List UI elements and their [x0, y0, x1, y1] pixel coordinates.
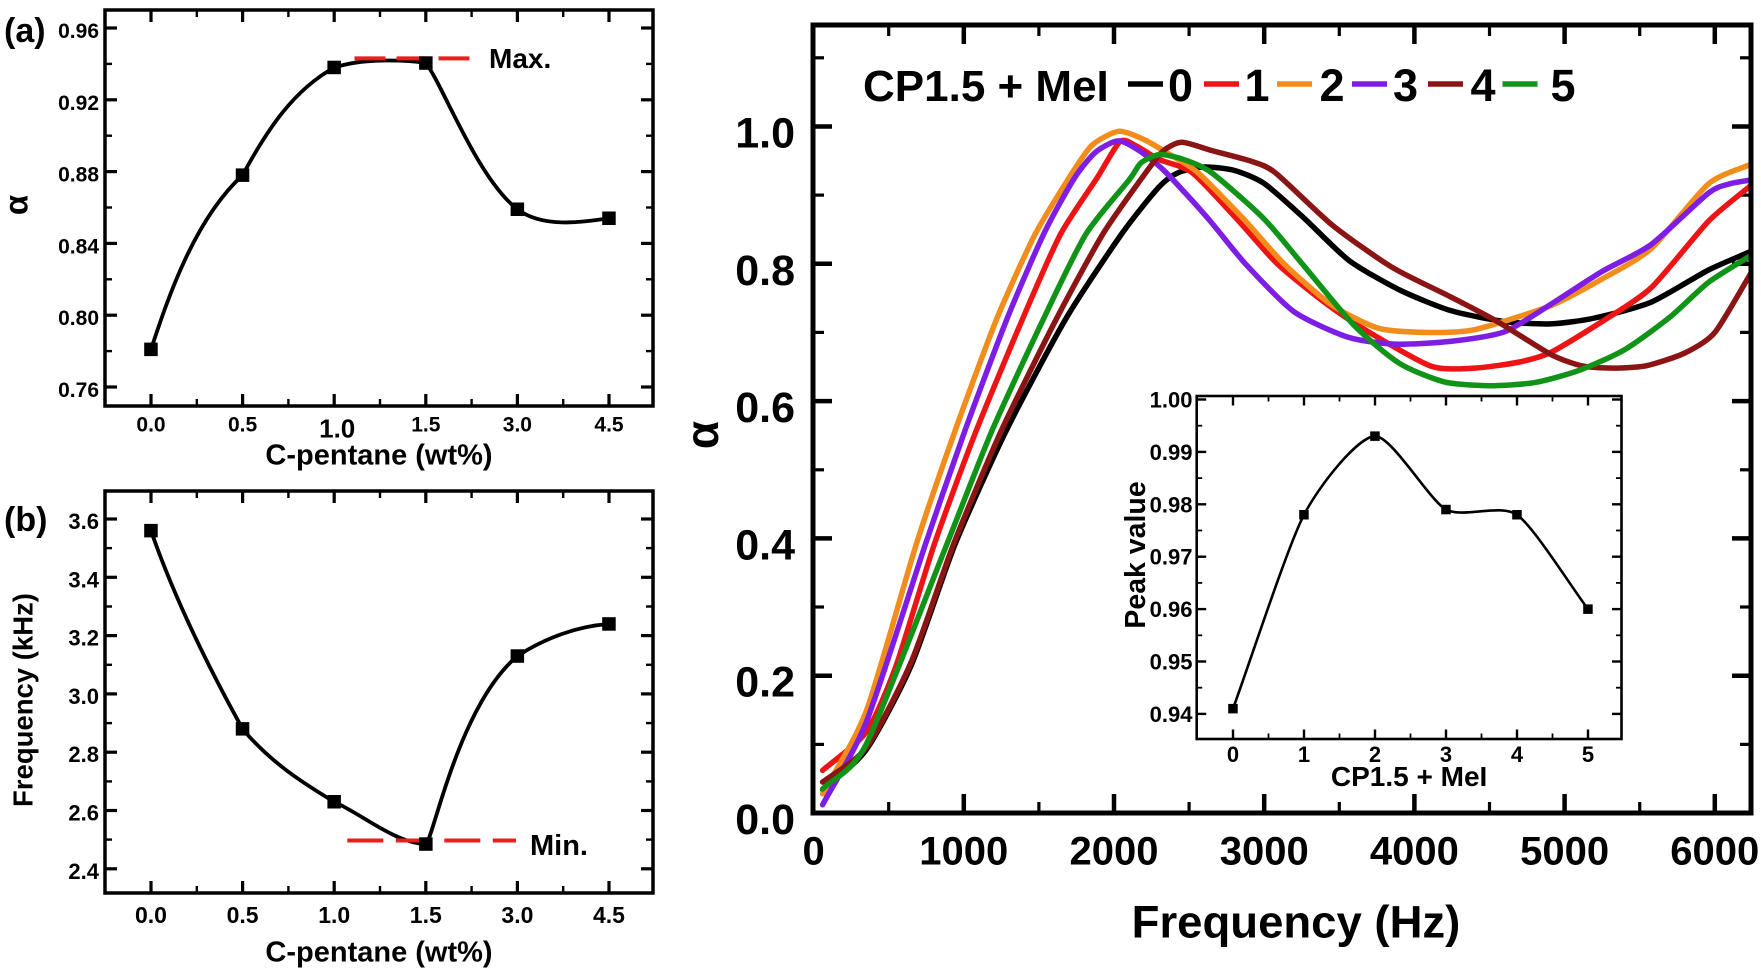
svg-text:0: 0	[1168, 60, 1193, 111]
svg-text:3: 3	[1440, 742, 1452, 767]
svg-text:2.6: 2.6	[68, 801, 99, 826]
svg-text:3.0: 3.0	[68, 684, 99, 709]
svg-text:4.5: 4.5	[594, 414, 624, 437]
svg-text:1000: 1000	[919, 830, 1008, 874]
svg-text:0.96: 0.96	[1150, 597, 1193, 622]
svg-text:1.5: 1.5	[411, 414, 441, 437]
svg-text:Frequency (Hz): Frequency (Hz)	[1132, 897, 1461, 948]
svg-text:0.84: 0.84	[58, 235, 99, 258]
svg-text:Frequency (kHz): Frequency (kHz)	[8, 593, 39, 807]
svg-text:5: 5	[1550, 60, 1575, 111]
svg-text:CP1.5 + MeI: CP1.5 + MeI	[1331, 761, 1487, 792]
svg-text:1.5: 1.5	[410, 902, 442, 928]
svg-text:0.97: 0.97	[1150, 545, 1193, 570]
svg-text:0.0: 0.0	[136, 414, 165, 437]
svg-text:0.6: 0.6	[735, 384, 795, 432]
svg-text:5000: 5000	[1520, 830, 1609, 874]
svg-text:1: 1	[1298, 742, 1310, 767]
svg-text:5: 5	[1582, 742, 1594, 767]
svg-text:0.94: 0.94	[1150, 702, 1194, 727]
svg-text:C-pentane (wt%): C-pentane (wt%)	[265, 440, 492, 472]
svg-text:Peak value: Peak value	[1120, 481, 1152, 628]
svg-text:α: α	[676, 421, 728, 449]
svg-text:4: 4	[1511, 742, 1524, 767]
svg-text:1.0: 1.0	[318, 902, 350, 928]
svg-text:3.0: 3.0	[501, 902, 533, 928]
svg-text:CP1.5 + MeI: CP1.5 + MeI	[863, 62, 1109, 111]
svg-text:α: α	[0, 195, 35, 215]
svg-text:3000: 3000	[1220, 830, 1309, 874]
svg-text:(b): (b)	[4, 501, 47, 539]
svg-text:2: 2	[1319, 60, 1344, 111]
svg-text:2.4: 2.4	[68, 859, 99, 884]
svg-text:2.8: 2.8	[68, 742, 99, 767]
svg-text:0.8: 0.8	[735, 247, 795, 295]
svg-text:Max.: Max.	[489, 43, 551, 74]
svg-text:(a): (a)	[4, 12, 46, 50]
svg-text:4: 4	[1470, 60, 1495, 111]
svg-text:0.76: 0.76	[58, 379, 99, 402]
svg-text:0.92: 0.92	[58, 92, 99, 115]
svg-text:0.2: 0.2	[735, 659, 795, 707]
svg-text:3: 3	[1393, 60, 1418, 111]
svg-text:1: 1	[1244, 60, 1269, 111]
svg-text:0: 0	[1227, 742, 1239, 767]
svg-text:1.0: 1.0	[735, 110, 795, 158]
svg-text:0.95: 0.95	[1150, 650, 1193, 675]
svg-text:0.0: 0.0	[735, 796, 795, 844]
svg-text:4000: 4000	[1370, 830, 1459, 874]
svg-text:0.0: 0.0	[135, 902, 167, 928]
svg-text:0.5: 0.5	[228, 414, 258, 437]
svg-text:0.5: 0.5	[227, 902, 259, 928]
svg-text:C-pentane (wt%): C-pentane (wt%)	[265, 937, 492, 969]
svg-text:0.98: 0.98	[1150, 492, 1193, 517]
svg-text:2: 2	[1369, 742, 1381, 767]
svg-text:Min.: Min.	[530, 830, 588, 862]
svg-text:3.2: 3.2	[68, 626, 99, 651]
svg-text:0: 0	[802, 830, 824, 874]
svg-text:6000: 6000	[1670, 830, 1759, 874]
svg-text:0.99: 0.99	[1150, 440, 1193, 465]
svg-text:3.0: 3.0	[503, 414, 532, 437]
svg-text:4.5: 4.5	[593, 902, 625, 928]
svg-text:1.0: 1.0	[319, 414, 355, 444]
svg-text:0.88: 0.88	[58, 164, 99, 187]
svg-text:3.6: 3.6	[68, 509, 99, 534]
svg-text:0.4: 0.4	[735, 521, 795, 569]
svg-text:0.80: 0.80	[58, 307, 99, 330]
svg-text:2000: 2000	[1070, 830, 1159, 874]
svg-text:0.96: 0.96	[58, 20, 99, 43]
svg-text:1.00: 1.00	[1150, 388, 1193, 413]
svg-text:3.4: 3.4	[68, 567, 99, 592]
